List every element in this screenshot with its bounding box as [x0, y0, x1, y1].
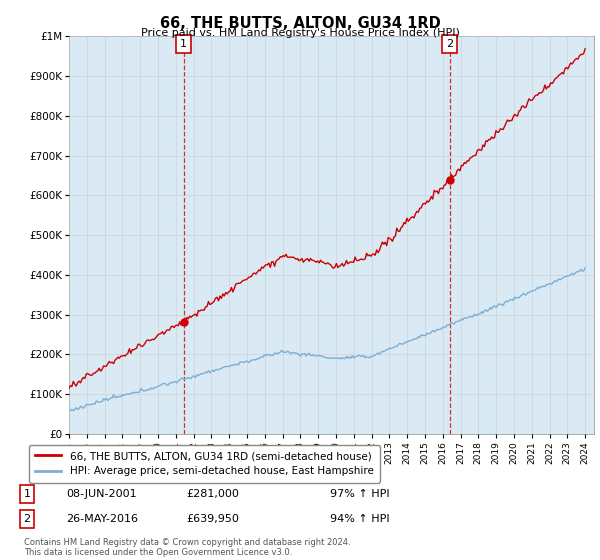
Text: Price paid vs. HM Land Registry's House Price Index (HPI): Price paid vs. HM Land Registry's House …	[140, 28, 460, 38]
Text: £281,000: £281,000	[186, 489, 239, 499]
Text: 1: 1	[180, 39, 187, 49]
Text: 08-JUN-2001: 08-JUN-2001	[66, 489, 137, 499]
Text: Contains HM Land Registry data © Crown copyright and database right 2024.
This d: Contains HM Land Registry data © Crown c…	[24, 538, 350, 557]
Text: 66, THE BUTTS, ALTON, GU34 1RD: 66, THE BUTTS, ALTON, GU34 1RD	[160, 16, 440, 31]
Text: 97% ↑ HPI: 97% ↑ HPI	[330, 489, 389, 499]
Text: 94% ↑ HPI: 94% ↑ HPI	[330, 514, 389, 524]
Text: 1: 1	[23, 489, 31, 499]
Legend: 66, THE BUTTS, ALTON, GU34 1RD (semi-detached house), HPI: Average price, semi-d: 66, THE BUTTS, ALTON, GU34 1RD (semi-det…	[29, 445, 380, 483]
Text: £639,950: £639,950	[186, 514, 239, 524]
Text: 2: 2	[23, 514, 31, 524]
Text: 2: 2	[446, 39, 454, 49]
Text: 26-MAY-2016: 26-MAY-2016	[66, 514, 138, 524]
